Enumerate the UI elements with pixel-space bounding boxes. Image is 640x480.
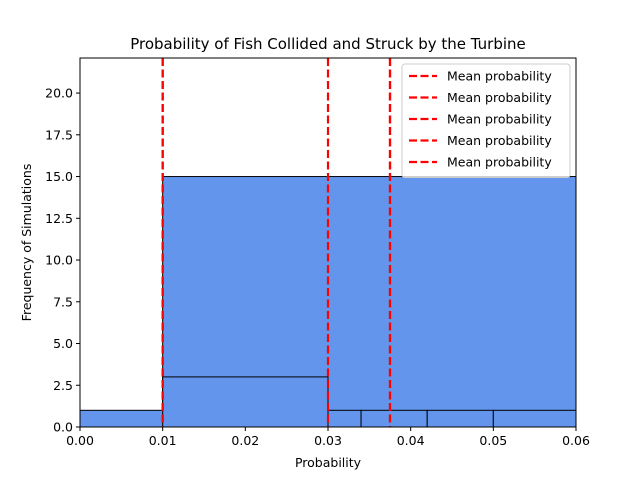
x-tick-label-4: 0.04 <box>397 433 425 448</box>
y-tick-label-8: 20.0 <box>45 86 73 101</box>
legend-box <box>401 63 571 178</box>
legend-label-0: Mean probability <box>447 69 552 84</box>
y-tick-label-7: 17.5 <box>45 127 73 142</box>
legend-label-4: Mean probability <box>447 155 552 170</box>
histogram-bar-7 <box>162 376 329 428</box>
y-tick-label-6: 15.0 <box>45 169 73 184</box>
x-tick-label-1: 0.01 <box>149 433 177 448</box>
y-tick-label-5: 12.5 <box>45 211 73 226</box>
bars-layer <box>79 176 577 428</box>
y-tick-label-1: 2.5 <box>53 378 73 393</box>
x-tick-label-6: 0.06 <box>562 433 590 448</box>
y-tick-label-3: 7.5 <box>53 294 73 309</box>
legend-label-3: Mean probability <box>447 133 552 148</box>
x-axis: 0.00 0.01 0.02 0.03 0.04 0.05 0.06 <box>66 427 590 448</box>
x-tick-label-2: 0.02 <box>231 433 259 448</box>
legend-label-2: Mean probability <box>447 112 552 127</box>
x-tick-label-3: 0.03 <box>314 433 342 448</box>
x-tick-label-0: 0.00 <box>66 433 94 448</box>
histogram-bar-5 <box>426 409 494 428</box>
x-tick-label-5: 0.05 <box>479 433 507 448</box>
legend: Mean probability Mean probability Mean pro… <box>401 63 571 178</box>
y-axis: 0.0 2.5 5.0 7.5 10.0 12.5 15.0 17.5 20.0 <box>45 86 80 435</box>
histogram-bar-4 <box>360 409 428 428</box>
y-tick-label-4: 10.0 <box>45 253 73 268</box>
histogram-bar-6 <box>492 409 577 428</box>
mean-lines-layer <box>161 58 392 427</box>
legend-label-1: Mean probability <box>447 90 552 105</box>
y-axis-title: Frequency of Simulations <box>19 164 34 322</box>
chart-title: Probability of Fish Collided and Struck … <box>130 35 526 53</box>
x-axis-title: Probability <box>295 455 362 470</box>
y-tick-label-2: 5.0 <box>53 336 73 351</box>
y-tick-label-0: 0.0 <box>53 420 73 435</box>
